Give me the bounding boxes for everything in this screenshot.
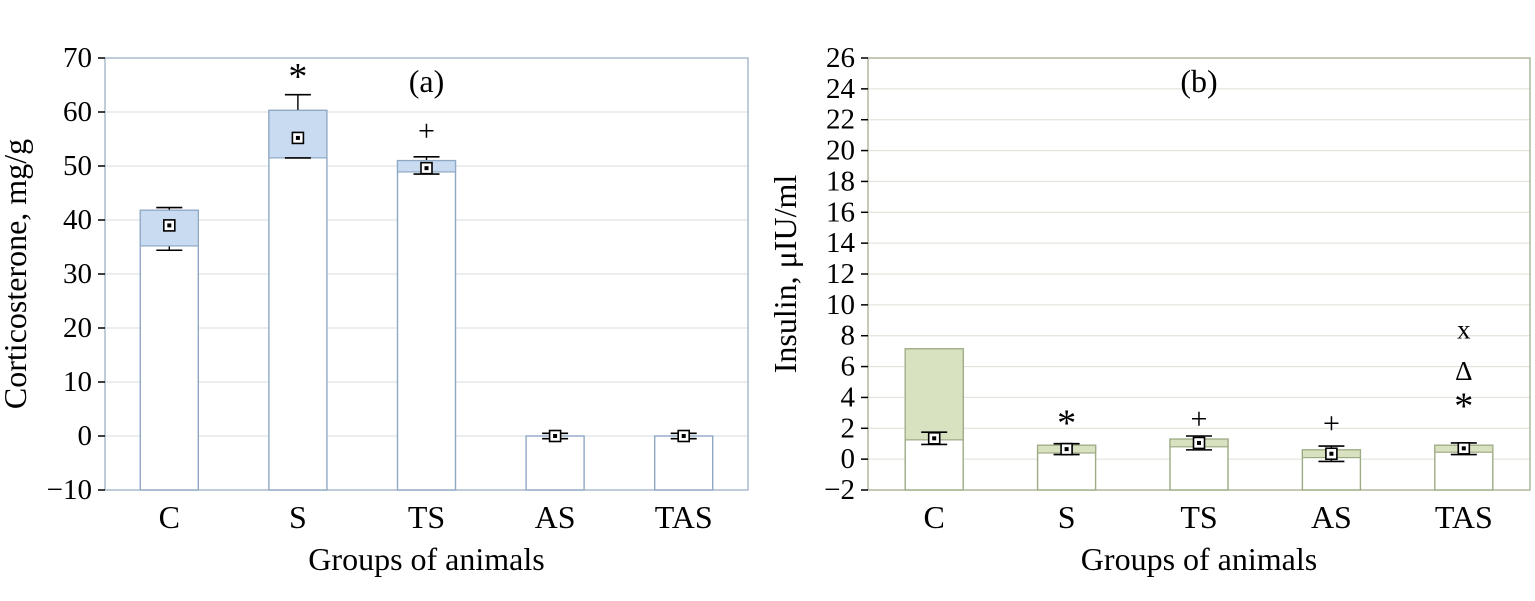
- mean-marker-dot: [1197, 440, 1201, 445]
- chart-panel-b: −2 0 2 4 6 8 10 12 14 16 18 20 22 24 26 * + + x Δ * C S TS AS TAS…: [768, 0, 1535, 601]
- x-axis-title: Groups of animals: [308, 541, 544, 577]
- significance-annotation: *: [288, 56, 307, 98]
- y-tick-label: 20: [63, 312, 92, 344]
- y-tick-label: 20: [826, 135, 855, 167]
- significance-annotation: x: [1457, 315, 1471, 345]
- mean-marker-dot: [167, 223, 172, 228]
- category-label: TS: [1180, 499, 1217, 535]
- mean-marker-dot: [932, 436, 937, 441]
- mean-marker-dot: [1329, 451, 1334, 456]
- bar-outline: [268, 109, 328, 491]
- y-tick-label: −10: [47, 474, 92, 506]
- y-tick-label: 70: [63, 42, 92, 74]
- mean-marker-dot: [1461, 446, 1466, 451]
- significance-annotation: +: [418, 114, 435, 147]
- panel-label: (a): [409, 63, 445, 99]
- y-tick-label: 60: [63, 96, 92, 128]
- y-tick-label: 0: [841, 443, 856, 475]
- box-rect: [268, 109, 328, 159]
- mean-marker-dot: [681, 434, 686, 438]
- significance-annotation: *: [1454, 386, 1473, 428]
- y-axis-title: Corticosterone, mg/g: [0, 139, 33, 409]
- chart-panel-a: −10 0 10 20 30 40 50 60 70 * + C S TS AS TAS Groups of a…: [0, 42, 749, 577]
- y-tick-label: 4: [841, 381, 856, 413]
- y-tick-label: 50: [63, 150, 92, 182]
- y-tick-label: 8: [841, 320, 856, 352]
- category-label: AS: [1311, 499, 1352, 535]
- bar-outline: [654, 435, 714, 491]
- y-tick-label: 10: [63, 366, 92, 398]
- significance-annotation: +: [1191, 403, 1208, 436]
- y-tick-label: 26: [826, 42, 855, 74]
- category-label: TAS: [655, 499, 713, 535]
- significance-annotation: +: [1323, 407, 1340, 440]
- panel-label: (b): [1180, 63, 1217, 99]
- mean-marker-dot: [553, 434, 558, 438]
- y-tick-label: 10: [826, 289, 855, 321]
- bar-outline: [396, 159, 457, 491]
- y-tick-label: 12: [826, 258, 855, 290]
- box-rect: [904, 348, 964, 441]
- mean-marker-dot: [424, 166, 429, 171]
- bar-outline: [139, 209, 200, 491]
- y-tick-label: 40: [63, 204, 92, 236]
- y-tick-label: 24: [826, 73, 856, 105]
- boxplot-corticosterone: −10 0 10 20 30 40 50 60 70 * + C S TS AS TAS Groups of a…: [0, 42, 749, 577]
- bar-outline: [525, 435, 585, 491]
- y-tick-label: −2: [824, 474, 855, 506]
- category-label: TAS: [1435, 499, 1493, 535]
- category-label: AS: [535, 499, 576, 535]
- y-tick-label: 16: [826, 196, 855, 228]
- y-tick-label: 22: [826, 104, 855, 136]
- category-label: C: [159, 499, 180, 535]
- significance-annotation: Δ: [1455, 356, 1472, 386]
- category-label: C: [924, 499, 945, 535]
- y-tick-label: 18: [826, 165, 855, 197]
- category-label: S: [289, 499, 307, 535]
- mean-marker-dot: [1064, 447, 1069, 452]
- y-tick-label: 30: [63, 258, 92, 290]
- category-label: TS: [408, 499, 445, 535]
- y-axis-title: Insulin, μIU/ml: [768, 175, 803, 374]
- y-tick-label: 14: [826, 227, 856, 259]
- y-tick-label: 6: [841, 351, 856, 383]
- x-axis-title: Groups of animals: [1081, 541, 1317, 577]
- y-tick-label: 2: [841, 412, 856, 444]
- significance-annotation: *: [1057, 403, 1076, 445]
- category-label: S: [1058, 499, 1076, 535]
- mean-marker-dot: [295, 135, 300, 140]
- y-tick-label: 0: [78, 420, 93, 452]
